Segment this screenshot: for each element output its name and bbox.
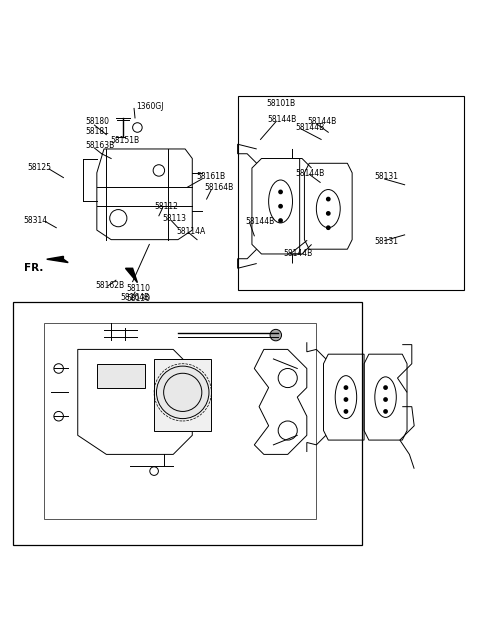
Circle shape xyxy=(326,211,331,216)
Circle shape xyxy=(326,197,331,202)
Polygon shape xyxy=(97,364,144,387)
Text: 58151B: 58151B xyxy=(110,136,139,145)
Circle shape xyxy=(270,329,281,341)
Bar xyxy=(238,97,464,289)
Text: 58164B: 58164B xyxy=(120,293,150,302)
Circle shape xyxy=(326,226,331,230)
Text: 1360GJ: 1360GJ xyxy=(136,102,164,111)
Text: 58144B: 58144B xyxy=(308,118,337,126)
Bar xyxy=(154,359,211,430)
Circle shape xyxy=(383,385,388,390)
Circle shape xyxy=(278,190,283,194)
Circle shape xyxy=(344,409,348,414)
Text: 58144B: 58144B xyxy=(295,169,324,178)
Circle shape xyxy=(383,397,388,402)
Polygon shape xyxy=(125,268,137,283)
Circle shape xyxy=(278,204,283,209)
Text: 58114A: 58114A xyxy=(177,226,206,236)
Text: 58181: 58181 xyxy=(85,127,109,136)
Circle shape xyxy=(278,218,283,223)
Text: 58110: 58110 xyxy=(126,284,150,293)
Text: 58144B: 58144B xyxy=(267,115,297,124)
Text: 58131: 58131 xyxy=(374,236,398,246)
Circle shape xyxy=(344,385,348,390)
Text: 58131: 58131 xyxy=(374,172,398,181)
Text: 58180: 58180 xyxy=(85,118,109,126)
Circle shape xyxy=(156,366,209,418)
Text: 58163B: 58163B xyxy=(85,141,114,150)
Text: 58112: 58112 xyxy=(154,202,178,210)
Text: 58144B: 58144B xyxy=(246,217,275,226)
Text: 58144B: 58144B xyxy=(295,123,324,132)
Polygon shape xyxy=(47,257,68,262)
Circle shape xyxy=(383,409,388,414)
Text: 58164B: 58164B xyxy=(204,183,233,192)
Text: 58161B: 58161B xyxy=(196,172,225,181)
Text: 58130: 58130 xyxy=(126,294,151,303)
Text: 58125: 58125 xyxy=(28,162,52,172)
Text: FR.: FR. xyxy=(24,264,44,273)
Bar xyxy=(44,323,316,519)
Text: 58113: 58113 xyxy=(163,214,187,222)
Text: 58101B: 58101B xyxy=(267,99,296,108)
Circle shape xyxy=(344,397,348,402)
Text: 58144B: 58144B xyxy=(283,248,312,257)
Text: 58314: 58314 xyxy=(24,216,48,225)
Text: 58162B: 58162B xyxy=(96,281,124,291)
Bar xyxy=(13,301,362,545)
